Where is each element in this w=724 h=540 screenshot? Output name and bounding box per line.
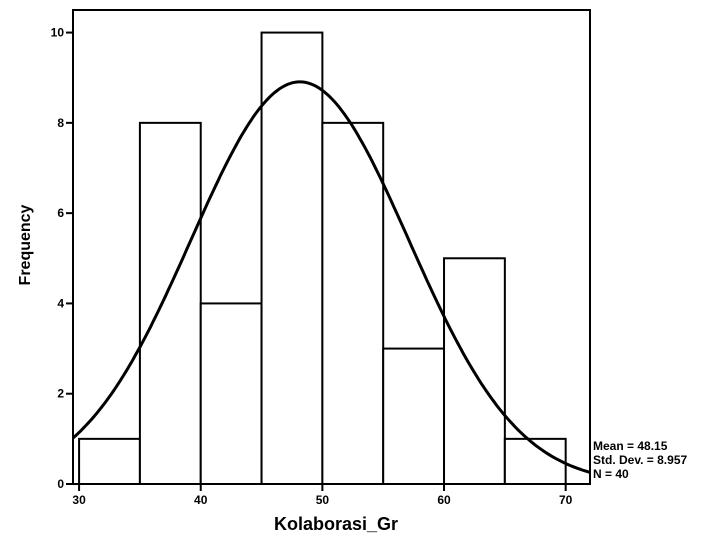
y-tick-label: 10: [51, 26, 65, 40]
x-tick-label: 60: [437, 493, 451, 507]
stat-label: Std. Dev. = 8.957: [593, 453, 687, 467]
bar: [78, 437, 141, 486]
y-axis-label: Frequency: [17, 204, 34, 285]
y-tick-label: 8: [57, 116, 64, 130]
normal-curve: [72, 80, 591, 474]
x-tick-label: 70: [559, 493, 573, 507]
x-tick-label: 40: [194, 493, 208, 507]
bar: [382, 347, 446, 486]
y-tick-label: 2: [57, 387, 64, 401]
bar: [199, 302, 263, 485]
stat-label: N = 40: [593, 467, 629, 481]
x-axis-label: Kolaborasi_Gr: [274, 514, 398, 534]
x-tick-label: 50: [316, 493, 330, 507]
bar: [138, 121, 202, 485]
y-tick-label: 4: [57, 296, 64, 310]
stat-label: Mean = 48.15: [593, 439, 668, 453]
bar: [321, 121, 385, 485]
bar: [260, 31, 324, 485]
y-tick-label: 6: [57, 206, 64, 220]
y-tick-label: 0: [57, 477, 64, 491]
plot-frame: [72, 9, 591, 485]
x-tick-label: 30: [72, 493, 86, 507]
